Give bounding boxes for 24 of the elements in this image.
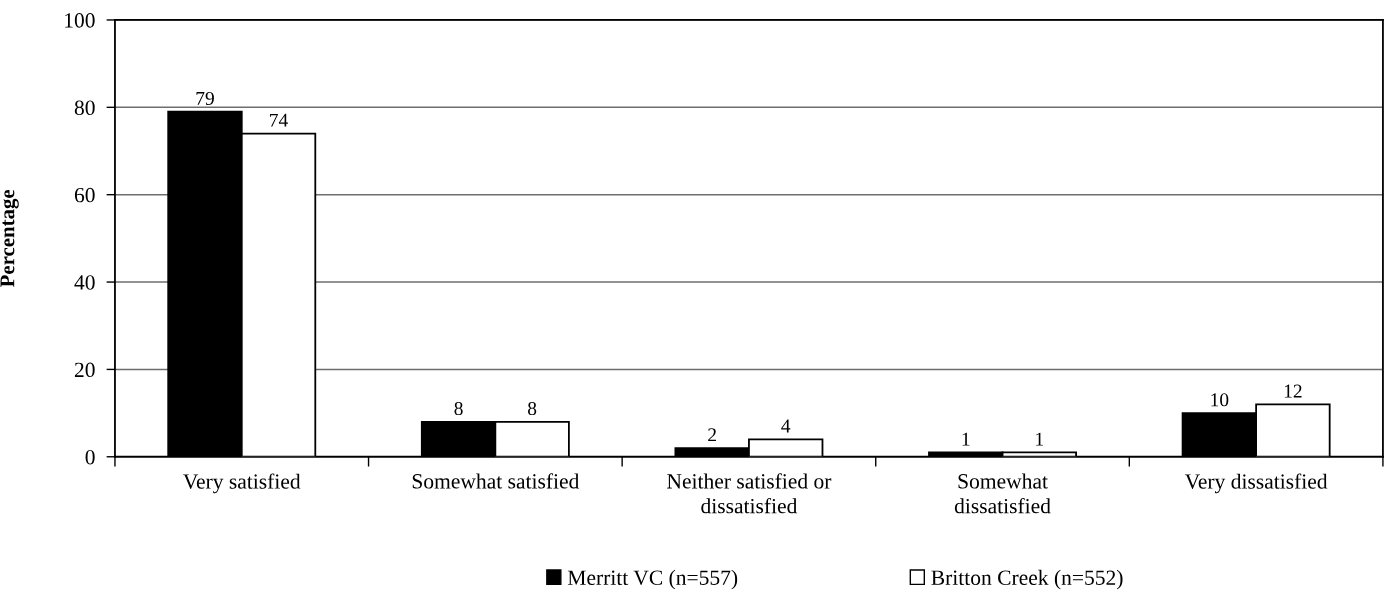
- x-tick-label: Very dissatisfied: [1184, 473, 1328, 494]
- data-label: 8: [454, 401, 463, 416]
- y-tick-label: 0: [85, 449, 95, 465]
- x-tick-label: Very satisfied: [183, 473, 301, 494]
- y-tick-label: 40: [74, 275, 95, 290]
- x-tick-label: Somewhat dissatisfied: [954, 473, 1051, 514]
- y-tick-label: 20: [74, 362, 95, 378]
- data-label: 74: [270, 113, 288, 127]
- data-label: 10: [1211, 393, 1229, 407]
- data-label: 12: [1284, 384, 1302, 398]
- data-label: 8: [528, 401, 537, 416]
- data-label: 1: [1036, 432, 1043, 446]
- y-axis-title: Percentage: [0, 189, 19, 287]
- y-tick-label: 80: [74, 100, 95, 116]
- data-label: 79: [196, 91, 214, 105]
- data-label: 2: [708, 428, 716, 442]
- legend-label: Merritt VC (n=557): [567, 569, 738, 590]
- y-tick-label: 60: [74, 187, 95, 203]
- legend-label: Britton Creek (n=552): [931, 569, 1123, 590]
- x-tick-label: Neither satisfied or dissatisfied: [667, 473, 832, 514]
- x-tick-label: Somewhat satisfied: [412, 473, 580, 489]
- data-label: 4: [781, 419, 791, 433]
- data-label: 1: [962, 432, 970, 446]
- y-tick-label: 100: [65, 13, 95, 28]
